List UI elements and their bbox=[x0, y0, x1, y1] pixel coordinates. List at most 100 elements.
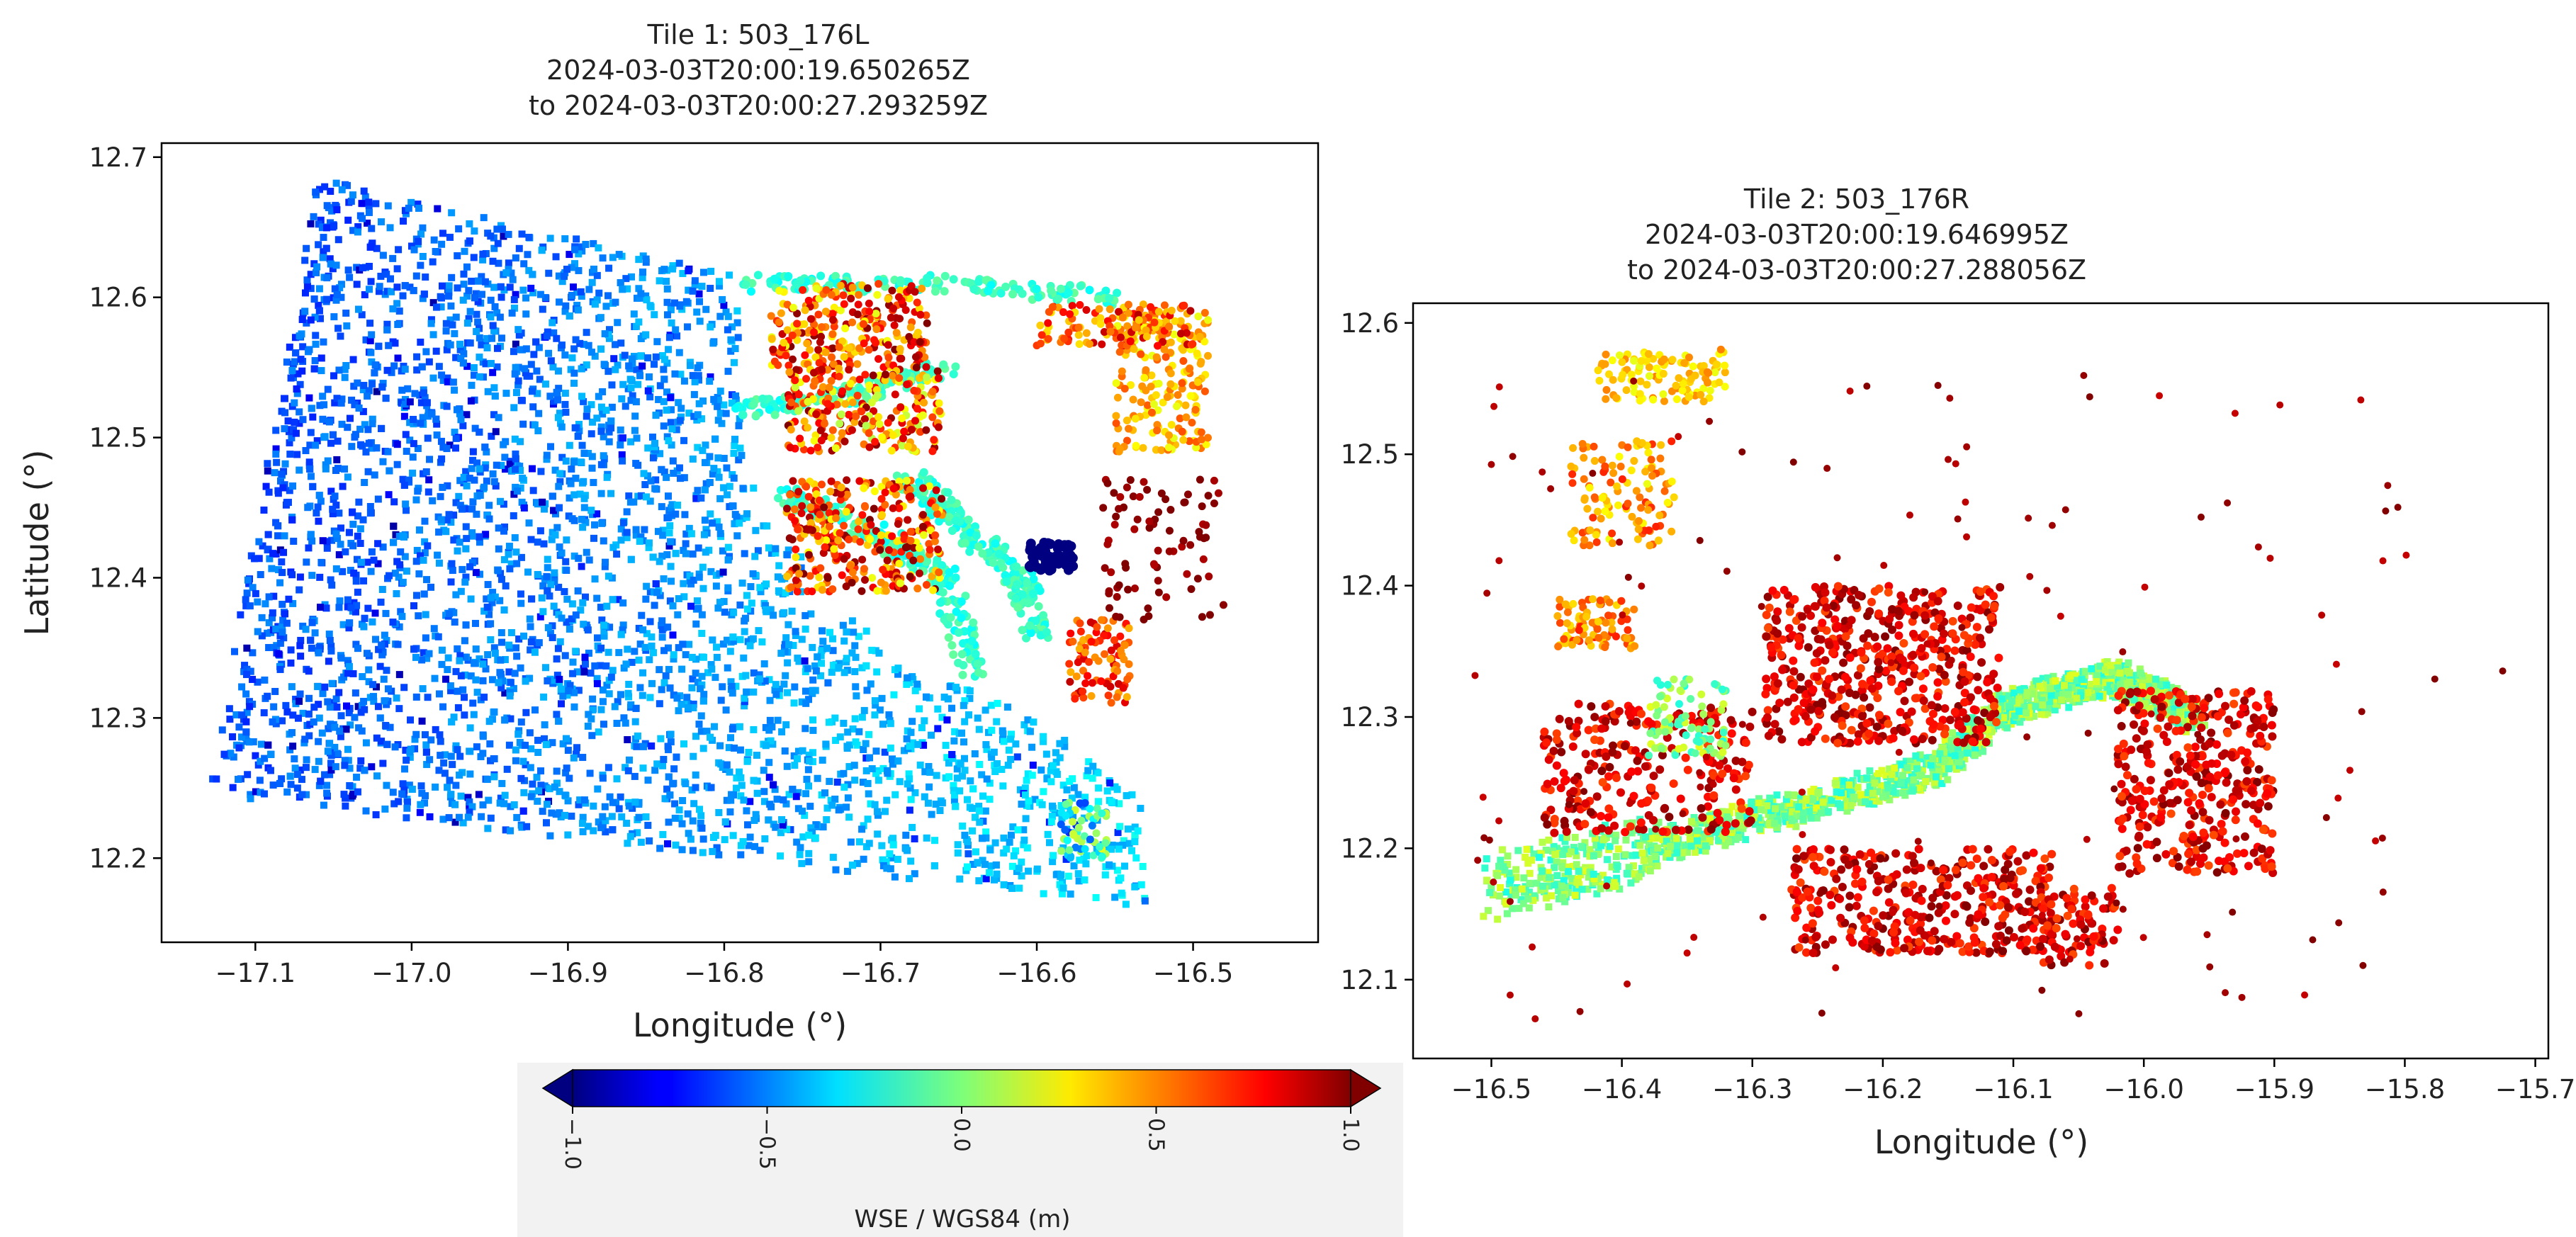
tile1-ocean-point bbox=[736, 601, 744, 609]
tile1-ocean-point bbox=[580, 621, 587, 628]
tile1-ocean-point bbox=[859, 779, 867, 786]
tile1-ocean-point bbox=[579, 813, 587, 821]
tile1-ocean-point bbox=[699, 653, 707, 661]
tile1-ocean-point bbox=[512, 644, 520, 652]
tile1-ocean-point bbox=[242, 728, 250, 736]
tile1-ocean-point bbox=[1137, 804, 1144, 812]
tile1-ocean-point bbox=[722, 409, 730, 417]
tile1-channel-point bbox=[855, 385, 865, 394]
tile1-ocean-point bbox=[367, 278, 375, 286]
tile1-channel-point bbox=[958, 670, 967, 679]
tile1-ocean-point bbox=[876, 706, 884, 714]
tile1-ocean-point bbox=[292, 429, 300, 437]
tile1-ocean-point bbox=[287, 374, 295, 382]
tile1-ocean-point bbox=[479, 256, 487, 264]
tile1-ocean-point bbox=[1059, 781, 1067, 789]
tile1-ocean-point bbox=[658, 626, 666, 633]
tile1-ocean-point bbox=[337, 654, 345, 662]
tile1-ocean-point bbox=[724, 556, 732, 564]
tile1-ocean-point bbox=[393, 441, 401, 448]
tile1-land-point bbox=[812, 410, 821, 419]
tile1-land-point bbox=[812, 284, 821, 293]
tile1-ocean-point bbox=[858, 664, 866, 672]
tile1-ocean-point bbox=[377, 272, 385, 280]
tile1-ocean-point bbox=[551, 677, 558, 684]
tile1-ocean-point bbox=[663, 433, 671, 441]
tile1-ocean-point bbox=[709, 834, 717, 842]
tile1-ocean-point bbox=[483, 334, 491, 342]
tile1-ocean-point bbox=[1057, 802, 1065, 810]
tile1-ocean-point bbox=[617, 536, 625, 544]
tile1-land-point bbox=[821, 348, 830, 356]
tile1-ocean-point bbox=[562, 769, 570, 776]
tile1-ocean-point bbox=[359, 673, 366, 681]
tile1-ocean-point bbox=[570, 689, 578, 696]
tile1-land-point bbox=[828, 426, 837, 434]
tile1-ocean-point bbox=[306, 465, 314, 473]
tile1-ocean-point bbox=[242, 733, 250, 741]
tile1-ocean-point bbox=[637, 290, 645, 298]
tile1-ocean-point bbox=[276, 639, 284, 647]
tile1-ocean-point bbox=[338, 186, 346, 193]
tile1-ocean-point bbox=[1040, 890, 1047, 898]
tile1-ocean-point bbox=[431, 674, 439, 682]
tile1-ocean-point bbox=[561, 235, 569, 243]
tile1-channel-point bbox=[947, 495, 956, 504]
tile1-ocean-point bbox=[828, 635, 836, 643]
tile1-ocean-point bbox=[411, 735, 419, 743]
tile1-land-point bbox=[793, 320, 802, 328]
tile1-ocean-point bbox=[558, 700, 566, 708]
tile1-land-point bbox=[800, 417, 809, 426]
tile1-ocean-point bbox=[342, 794, 349, 802]
tile1-ocean-point bbox=[646, 393, 654, 401]
tile1-ocean-point bbox=[360, 187, 368, 195]
tile1-chart: Tile 1: 503_176L 2024-03-03T20:00:19.650… bbox=[18, 19, 1320, 1044]
tile1-ocean-point bbox=[269, 614, 276, 622]
tile1-ocean-point bbox=[546, 785, 553, 793]
tile1-ocean-point bbox=[270, 592, 278, 600]
tile1-ocean-point bbox=[421, 549, 429, 557]
tile1-ocean-point bbox=[354, 379, 361, 387]
tile1-ocean-point bbox=[959, 772, 967, 780]
tile1-ocean-point bbox=[669, 780, 677, 788]
tile1-ocean-point bbox=[666, 684, 674, 692]
tile1-ocean-point bbox=[451, 429, 459, 436]
tile1-ocean-point bbox=[496, 313, 504, 321]
tile1-ocean-point bbox=[865, 790, 872, 798]
tile1-ocean-point bbox=[490, 755, 497, 762]
tile1-ocean-point bbox=[409, 453, 417, 461]
tile1-ocean-point bbox=[548, 536, 556, 543]
tile1-ocean-point bbox=[400, 481, 408, 489]
tile1-ocean-point bbox=[481, 278, 489, 286]
tile1-land-point bbox=[865, 307, 874, 316]
tile1-ocean-point bbox=[770, 781, 777, 789]
tile1-ocean-point bbox=[498, 225, 506, 233]
tile1-ocean-point bbox=[608, 813, 616, 820]
tile1-ocean-point bbox=[366, 502, 374, 510]
tile1-ocean-point bbox=[519, 807, 527, 815]
tile1-ocean-point bbox=[463, 363, 471, 371]
tile1-ocean-point bbox=[699, 584, 707, 592]
tile1-ocean-point bbox=[537, 468, 545, 475]
tile1-ocean-point bbox=[1028, 743, 1036, 751]
tile1-ocean-point bbox=[425, 358, 433, 366]
tile1-ocean-point bbox=[905, 770, 913, 778]
tile1-ocean-point bbox=[361, 706, 369, 713]
tile1-ocean-point bbox=[337, 399, 345, 407]
tile1-ocean-point bbox=[544, 677, 551, 685]
tile1-ocean-point bbox=[445, 814, 453, 822]
tile1-ocean-point bbox=[583, 329, 590, 337]
tile1-ocean-point bbox=[746, 642, 754, 650]
tile1-ocean-point bbox=[1061, 736, 1069, 744]
tile1-ocean-point bbox=[699, 446, 707, 454]
tile1-ocean-point bbox=[457, 587, 465, 595]
tile1-ocean-point bbox=[520, 504, 528, 512]
tile1-ocean-point bbox=[697, 812, 705, 820]
tile1-ocean-point bbox=[483, 604, 491, 611]
tile1-ocean-point bbox=[926, 769, 934, 776]
tile1-ocean-point bbox=[375, 645, 383, 653]
tile1-ocean-point bbox=[351, 713, 359, 721]
tile1-ocean-point bbox=[943, 716, 951, 724]
tile1-ocean-point bbox=[436, 731, 444, 739]
tile1-ocean-point bbox=[684, 323, 692, 331]
